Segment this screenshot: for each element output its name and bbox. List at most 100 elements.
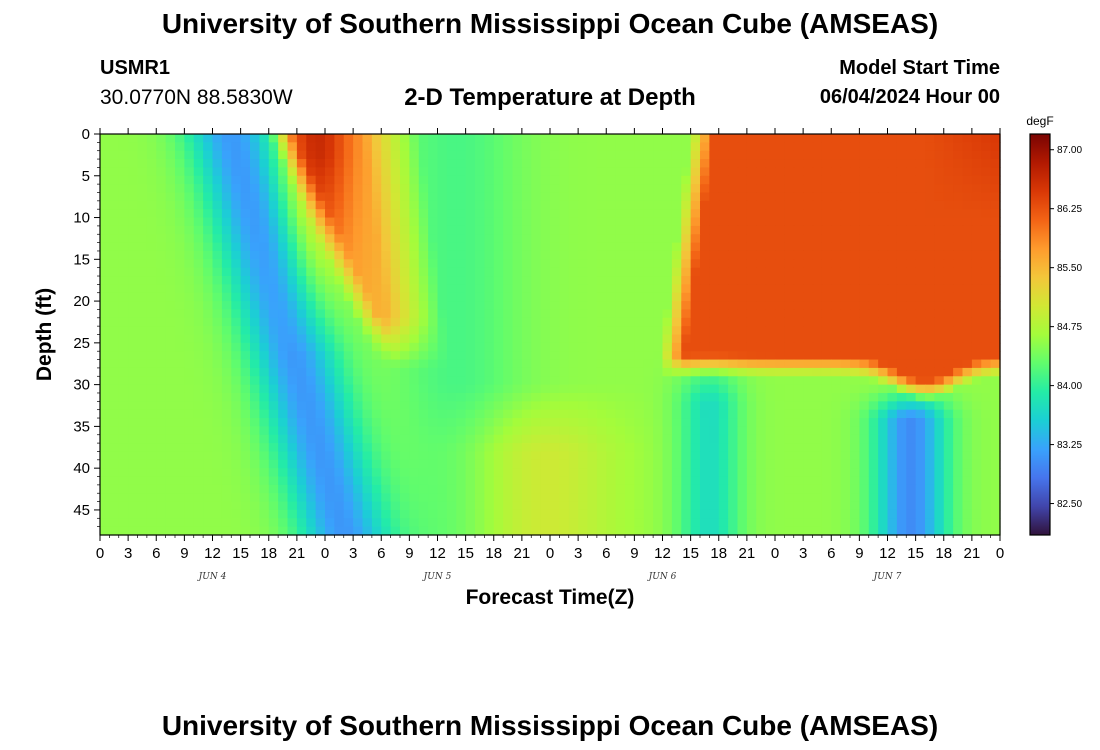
heatmap-cell bbox=[934, 217, 945, 227]
heatmap-cell bbox=[831, 359, 842, 369]
heatmap-cell bbox=[550, 459, 560, 469]
heatmap-cell bbox=[325, 418, 335, 427]
heatmap-cell bbox=[709, 142, 720, 152]
heatmap-cell bbox=[165, 518, 176, 528]
heatmap-cell bbox=[868, 401, 879, 411]
heatmap-cell bbox=[803, 359, 814, 369]
heatmap-cell bbox=[531, 409, 542, 419]
heatmap-cell bbox=[784, 225, 795, 235]
heatmap-cell bbox=[353, 284, 364, 294]
heatmap-cell bbox=[925, 476, 935, 486]
heatmap-cell bbox=[231, 234, 242, 244]
heatmap-cell bbox=[465, 518, 476, 528]
heatmap-cell bbox=[737, 518, 748, 528]
heatmap-cell bbox=[737, 284, 748, 294]
heatmap-cell bbox=[775, 217, 785, 227]
heatmap-cell bbox=[718, 217, 729, 227]
heatmap-cell bbox=[390, 292, 401, 302]
heatmap-cell bbox=[981, 192, 992, 202]
heatmap-cell bbox=[859, 342, 870, 352]
heatmap-cell bbox=[512, 292, 523, 302]
heatmap-cell bbox=[381, 167, 392, 177]
heatmap-cell bbox=[915, 342, 926, 352]
heatmap-cell bbox=[887, 284, 898, 294]
heatmap-cell bbox=[193, 418, 204, 427]
heatmap-cell bbox=[540, 276, 551, 285]
heatmap-cell bbox=[250, 292, 260, 302]
heatmap-cell bbox=[643, 150, 654, 160]
heatmap-cell bbox=[953, 401, 964, 411]
heatmap-cell bbox=[821, 159, 832, 169]
heatmap-cell bbox=[690, 217, 701, 227]
heatmap-cell bbox=[859, 184, 870, 194]
heatmap-cell bbox=[400, 209, 410, 219]
heatmap-cell bbox=[878, 159, 889, 169]
heatmap-cell bbox=[484, 451, 495, 461]
heatmap-cell bbox=[784, 334, 795, 344]
heatmap-cell bbox=[184, 501, 195, 511]
heatmap-cell bbox=[718, 292, 729, 302]
heatmap-cell bbox=[390, 484, 401, 494]
heatmap-cell bbox=[887, 434, 898, 444]
heatmap-cell bbox=[896, 267, 907, 277]
heatmap-cell bbox=[578, 301, 589, 311]
y-tick-label: 15 bbox=[73, 251, 90, 268]
heatmap-cell bbox=[475, 276, 485, 285]
heatmap-cell bbox=[296, 326, 307, 336]
heatmap-cell bbox=[859, 434, 870, 444]
heatmap-cell bbox=[625, 284, 635, 294]
heatmap-cell bbox=[756, 309, 767, 319]
heatmap-cell bbox=[193, 292, 204, 302]
heatmap-cell bbox=[381, 509, 392, 519]
heatmap-cell bbox=[540, 509, 551, 519]
heatmap-cell bbox=[840, 234, 851, 244]
heatmap-cell bbox=[156, 317, 167, 327]
heatmap-cell bbox=[784, 326, 795, 336]
heatmap-cell bbox=[446, 250, 457, 260]
heatmap-cell bbox=[625, 317, 635, 327]
heatmap-cell bbox=[568, 476, 579, 486]
heatmap-cell bbox=[109, 309, 120, 319]
heatmap-cell bbox=[184, 359, 195, 369]
heatmap-cell bbox=[643, 250, 654, 260]
heatmap-cell bbox=[943, 409, 954, 419]
heatmap-cell bbox=[578, 451, 589, 461]
heatmap-cell bbox=[887, 484, 898, 494]
heatmap-cell bbox=[184, 301, 195, 311]
heatmap-cell bbox=[203, 150, 214, 160]
heatmap-cell bbox=[550, 367, 560, 377]
heatmap-cell bbox=[850, 284, 860, 294]
heatmap-cell bbox=[784, 284, 795, 294]
heatmap-cell bbox=[418, 418, 429, 427]
heatmap-cell bbox=[643, 342, 654, 352]
heatmap-cell bbox=[803, 509, 814, 519]
heatmap-cell bbox=[953, 443, 964, 453]
heatmap-cell bbox=[184, 351, 195, 361]
heatmap-cell bbox=[165, 392, 176, 402]
heatmap-cell bbox=[887, 242, 898, 252]
heatmap-cell bbox=[287, 184, 298, 194]
heatmap-cell bbox=[203, 401, 214, 411]
heatmap-cell bbox=[418, 317, 429, 327]
heatmap-cell bbox=[559, 376, 570, 386]
heatmap-cell bbox=[456, 509, 467, 519]
heatmap-cell bbox=[615, 209, 626, 219]
heatmap-cell bbox=[671, 326, 682, 336]
heatmap-cell bbox=[400, 367, 410, 377]
heatmap-cell bbox=[700, 426, 710, 436]
heatmap-cell bbox=[193, 234, 204, 244]
heatmap-cell bbox=[428, 518, 439, 528]
heatmap-cell bbox=[803, 342, 814, 352]
heatmap-cell bbox=[100, 443, 110, 453]
heatmap-cell bbox=[362, 225, 373, 235]
heatmap-cell bbox=[362, 509, 373, 519]
heatmap-cell bbox=[240, 301, 251, 311]
heatmap-cell bbox=[531, 351, 542, 361]
heatmap-cell bbox=[700, 134, 710, 143]
heatmap-cell bbox=[812, 225, 823, 235]
heatmap-cell bbox=[100, 250, 110, 260]
model-start-value: 06/04/2024 Hour 00 bbox=[819, 86, 1000, 108]
heatmap-cell bbox=[521, 134, 532, 143]
heatmap-cell bbox=[203, 167, 214, 177]
heatmap-cell bbox=[512, 484, 523, 494]
